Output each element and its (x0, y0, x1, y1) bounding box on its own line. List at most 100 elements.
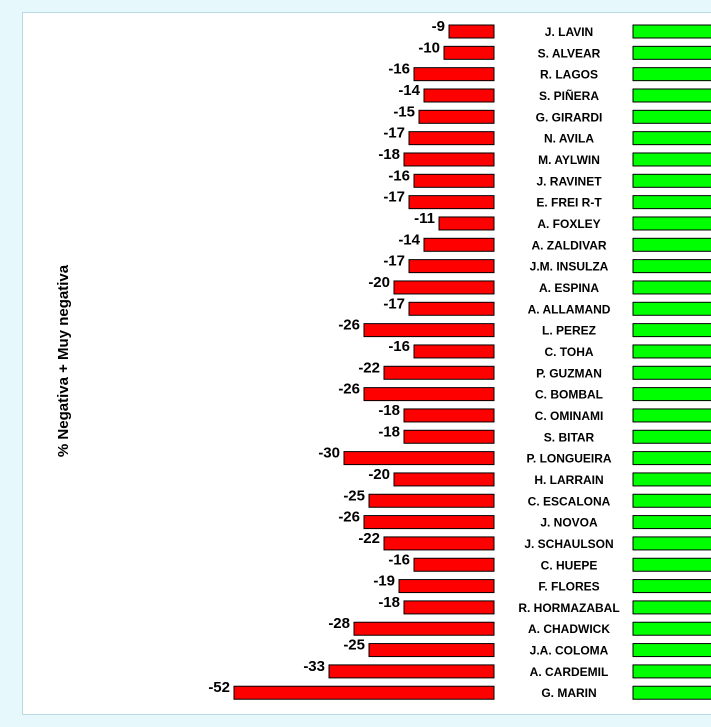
chart-area: % Negativa + Muy negativa -9 J. LAVIN -10 S… (22, 12, 711, 715)
bar-negative (403, 408, 495, 423)
bar-positive (632, 387, 711, 402)
bar-value-label: -16 (388, 167, 410, 184)
bar-value-label: -9 (432, 18, 445, 35)
category-label: J. NOVOA (540, 516, 598, 530)
bar-positive (632, 536, 711, 551)
bar-value-label: -16 (388, 61, 410, 78)
category-label: R. HORMAZABAL (518, 601, 619, 615)
bar-negative (408, 259, 495, 274)
category-label: A. CARDEMIL (530, 665, 609, 679)
bar-negative (233, 685, 495, 700)
bars-layer: -9 J. LAVIN -10 S. ALVEAR -16 R. LAGOS -14 S. P… (208, 18, 711, 700)
bar-value-label: -33 (303, 658, 325, 675)
bar-value-label: -22 (358, 530, 380, 547)
bar-value-label: -17 (383, 189, 405, 206)
bar-value-label: -17 (383, 295, 405, 312)
bar-value-label: -15 (393, 103, 415, 120)
bar-positive (632, 152, 711, 167)
bar-positive (632, 216, 711, 231)
bar-value-label: -14 (398, 231, 420, 248)
bar-negative (408, 195, 495, 210)
bar-negative (443, 45, 495, 60)
y-axis-title: % Negativa + Muy negativa (55, 264, 72, 457)
bar-positive (632, 109, 711, 124)
category-label: E. FREI R-T (536, 196, 602, 210)
bar-value-label: -22 (358, 359, 380, 376)
bar-positive (632, 579, 711, 594)
category-label: F. FLORES (538, 580, 599, 594)
bar-positive (632, 621, 711, 636)
category-label: S. PIÑERA (539, 88, 599, 103)
bar-value-label: -18 (378, 594, 400, 611)
bar-value-label: -18 (378, 402, 400, 419)
bar-positive (632, 365, 711, 380)
bar-chart: % Negativa + Muy negativa -9 J. LAVIN -10 S… (55, 18, 711, 700)
bar-value-label: -25 (343, 487, 365, 504)
bar-value-label: -17 (383, 125, 405, 142)
bar-positive (632, 45, 711, 60)
category-label: C. HUEPE (541, 558, 598, 572)
bar-positive (632, 643, 711, 658)
bar-value-label: -16 (388, 338, 410, 355)
bar-negative (328, 664, 495, 679)
category-label: G. GIRARDI (536, 110, 603, 124)
bar-negative (448, 24, 495, 39)
bar-negative (403, 429, 495, 444)
category-label: P. LONGUEIRA (526, 452, 611, 466)
bar-positive (632, 237, 711, 252)
bar-positive (632, 88, 711, 103)
category-label: A. ESPINA (539, 281, 599, 295)
bar-negative (438, 216, 495, 231)
bar-value-label: -16 (388, 551, 410, 568)
bar-value-label: -18 (378, 146, 400, 163)
category-label: J.M. INSULZA (530, 260, 609, 274)
bar-value-label: -17 (383, 253, 405, 270)
category-label: J.A. COLOMA (530, 644, 609, 658)
bar-positive (632, 195, 711, 210)
bar-positive (632, 24, 711, 39)
bar-negative (363, 515, 495, 530)
bar-negative (423, 88, 495, 103)
bar-positive (632, 280, 711, 295)
bar-positive (632, 515, 711, 530)
bar-negative (368, 643, 495, 658)
bar-negative (408, 131, 495, 146)
bar-positive (632, 557, 711, 572)
category-label: H. LARRAIN (534, 473, 603, 487)
bar-negative (413, 557, 495, 572)
bar-negative (363, 323, 495, 338)
bar-value-label: -14 (398, 82, 420, 99)
category-label: J. RAVINET (536, 174, 602, 188)
bar-negative (353, 621, 495, 636)
bar-value-label: -11 (414, 210, 435, 227)
bar-positive (632, 301, 711, 316)
bar-positive (632, 664, 711, 679)
bar-value-label: -18 (378, 423, 400, 440)
bar-positive (632, 408, 711, 423)
category-label: R. LAGOS (540, 68, 598, 82)
category-label: A. ALLAMAND (528, 302, 611, 316)
bar-positive (632, 323, 711, 338)
category-label: C. BOMBAL (535, 388, 603, 402)
bar-value-label: -28 (328, 615, 350, 632)
bar-negative (398, 579, 495, 594)
bar-negative (368, 493, 495, 508)
bar-positive (632, 429, 711, 444)
bar-positive (632, 131, 711, 146)
category-label: C. OMINAMI (535, 409, 604, 423)
bar-negative (403, 600, 495, 615)
bar-negative (393, 280, 495, 295)
bar-value-label: -19 (373, 573, 395, 590)
bar-positive (632, 472, 711, 487)
category-label: J. SCHAULSON (524, 537, 613, 551)
category-label: N. AVILA (544, 132, 594, 146)
category-label: C. TOHA (544, 345, 593, 359)
bar-negative (413, 344, 495, 359)
bar-value-label: -10 (418, 39, 440, 56)
category-label: A. ZALDIVAR (531, 238, 606, 252)
bar-negative (418, 109, 495, 124)
bar-negative (403, 152, 495, 167)
bar-value-label: -52 (208, 679, 230, 696)
bar-negative (413, 67, 495, 82)
category-label: M. AYLWIN (538, 153, 600, 167)
